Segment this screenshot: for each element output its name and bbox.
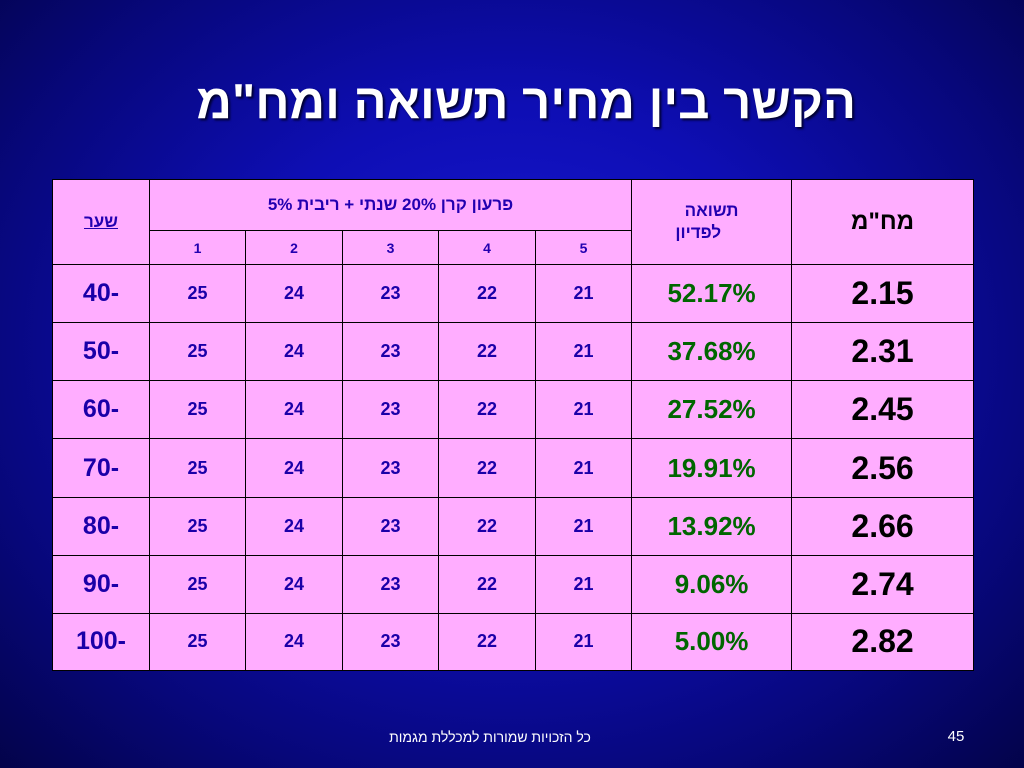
year-cell: 22 <box>438 322 536 382</box>
year-cell: 24 <box>245 554 343 614</box>
table-row: 50- 25 24 23 22 21 37.68% 2.31 <box>52 322 975 382</box>
year-cell: 24 <box>245 264 343 324</box>
table-row: 80- 25 24 23 22 21 13.92% 2.66 <box>52 496 975 556</box>
year-cell: 23 <box>342 496 439 556</box>
table-row: 90- 25 24 23 22 21 9.06% 2.74 <box>52 554 975 614</box>
table-row: 100- 25 24 23 22 21 5.00% 2.82 <box>52 612 975 672</box>
year-cell: 23 <box>342 438 439 498</box>
year-cell: 23 <box>342 264 439 324</box>
header-rate: שער <box>52 178 150 266</box>
header-yield-line1: תשואה <box>684 201 739 221</box>
year-cell: 25 <box>149 612 246 672</box>
year-cell: 22 <box>438 380 536 440</box>
table-row: 40- 25 24 23 22 21 52.17% 2.15 <box>52 264 975 324</box>
yield-cell: 9.06% <box>631 554 793 614</box>
yield-cell: 13.92% <box>631 496 793 556</box>
duration-cell: 2.15 <box>791 264 975 324</box>
year-cell: 25 <box>149 496 246 556</box>
year-cell: 21 <box>534 554 633 614</box>
year-cell: 23 <box>342 322 439 382</box>
rate-cell: 50- <box>52 322 150 382</box>
yield-duration-table: שער פרעון קרן 20% שנתי + ריבית 5% תשואה … <box>52 178 975 672</box>
year-cell: 25 <box>149 438 246 498</box>
year-column-header: 5 <box>534 230 633 266</box>
year-cell: 21 <box>534 496 633 556</box>
slide-title: הקשר בין מחיר תשואה ומח"מ <box>196 75 856 129</box>
year-cell: 21 <box>534 438 633 498</box>
page-number: 45 <box>947 728 965 745</box>
year-column-header: 1 <box>149 230 246 266</box>
table-row: 60- 25 24 23 22 21 27.52% 2.45 <box>52 380 975 440</box>
year-cell: 22 <box>438 554 536 614</box>
footer-copyright: כל הזכויות שמורות למכללת מגמות <box>389 729 591 745</box>
year-cell: 25 <box>149 380 246 440</box>
year-cell: 21 <box>534 612 633 672</box>
rate-cell: 40- <box>52 264 150 324</box>
year-column-header: 3 <box>342 230 439 266</box>
year-cell: 24 <box>245 496 343 556</box>
yield-cell: 52.17% <box>631 264 793 324</box>
duration-cell: 2.45 <box>791 380 975 440</box>
duration-cell: 2.66 <box>791 496 975 556</box>
year-cell: 23 <box>342 380 439 440</box>
rate-cell: 100- <box>52 612 150 672</box>
year-cell: 23 <box>342 554 439 614</box>
year-column-header: 4 <box>438 230 536 266</box>
year-cell: 24 <box>245 438 343 498</box>
year-cell: 25 <box>149 322 246 382</box>
duration-cell: 2.82 <box>791 612 975 672</box>
rate-cell: 80- <box>52 496 150 556</box>
year-cell: 24 <box>245 380 343 440</box>
header-yield-line2: לפדיון <box>675 223 722 243</box>
year-cell: 25 <box>149 554 246 614</box>
year-cell: 24 <box>245 322 343 382</box>
rate-cell: 70- <box>52 438 150 498</box>
table-row: 70- 25 24 23 22 21 19.91% 2.56 <box>52 438 975 498</box>
year-column-header: 2 <box>245 230 343 266</box>
header-payment-group: פרעון קרן 20% שנתי + ריבית 5% <box>148 178 633 232</box>
header-yield: תשואה לפדיון <box>631 178 793 266</box>
yield-cell: 37.68% <box>631 322 793 382</box>
year-cell: 21 <box>534 380 633 440</box>
year-cell: 21 <box>534 322 633 382</box>
year-cell: 25 <box>149 264 246 324</box>
year-cell: 21 <box>534 264 633 324</box>
subheader-row: 1 2 3 4 5 <box>53 230 974 266</box>
year-cell: 22 <box>438 496 536 556</box>
header-duration: מח"מ <box>791 178 975 266</box>
yield-cell: 19.91% <box>631 438 793 498</box>
year-cell: 22 <box>438 612 536 672</box>
duration-cell: 2.31 <box>791 322 975 382</box>
yield-cell: 27.52% <box>631 380 793 440</box>
duration-cell: 2.56 <box>791 438 975 498</box>
rate-cell: 90- <box>52 554 150 614</box>
year-cell: 23 <box>342 612 439 672</box>
duration-cell: 2.74 <box>791 554 975 614</box>
year-cell: 22 <box>438 264 536 324</box>
rate-cell: 60- <box>52 380 150 440</box>
year-cell: 24 <box>245 612 343 672</box>
yield-cell: 5.00% <box>631 612 793 672</box>
year-cell: 22 <box>438 438 536 498</box>
header-row: שער פרעון קרן 20% שנתי + ריבית 5% תשואה … <box>52 178 975 266</box>
